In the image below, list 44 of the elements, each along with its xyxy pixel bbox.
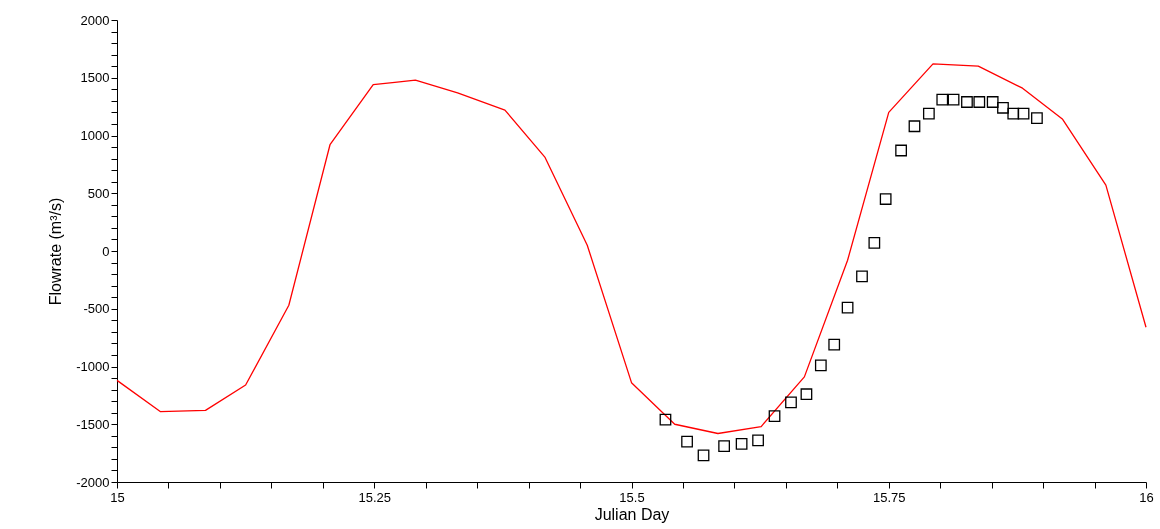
point <box>814 359 827 372</box>
x-tick-label: 15.25 <box>358 489 392 505</box>
point <box>908 120 921 133</box>
x-tick-label: 15.5 <box>619 489 645 505</box>
y-tick-label: 2000 <box>80 12 110 28</box>
point <box>841 301 854 314</box>
point <box>895 144 907 157</box>
point <box>1007 107 1020 120</box>
point <box>973 96 986 108</box>
y-tick-label: 0 <box>102 243 110 259</box>
point <box>828 338 841 351</box>
y-axis-title: Flowrate (m³/s) <box>47 197 65 306</box>
point <box>922 107 935 120</box>
point <box>768 410 781 423</box>
x-tick-label: 15 <box>110 489 125 505</box>
point <box>879 193 892 205</box>
point <box>659 413 672 426</box>
y-tick-label: 1500 <box>80 70 110 86</box>
line-series <box>116 63 1147 435</box>
point <box>681 435 693 448</box>
point <box>800 388 813 401</box>
point <box>997 101 1009 114</box>
point <box>697 449 710 462</box>
y-tick-label: -1500 <box>76 416 110 432</box>
point <box>1031 112 1043 125</box>
point <box>752 434 764 447</box>
x-axis-title: Julian Day <box>594 505 670 523</box>
y-tick-label: -2000 <box>76 474 110 490</box>
x-tick-label: 15.75 <box>872 489 906 505</box>
point <box>718 440 730 453</box>
x-tick-label: 16 <box>1139 489 1154 505</box>
point <box>936 93 949 106</box>
point <box>856 270 868 283</box>
point <box>1017 107 1030 120</box>
point <box>785 396 797 409</box>
y-tick-label: -1000 <box>76 359 110 374</box>
point <box>986 96 999 108</box>
y-tick-label: 500 <box>87 185 110 201</box>
point <box>961 96 973 108</box>
y-tick-label: -500 <box>83 301 110 317</box>
point <box>947 93 960 106</box>
point <box>735 437 748 450</box>
point <box>868 237 881 249</box>
y-tick-label: 1000 <box>80 128 110 143</box>
